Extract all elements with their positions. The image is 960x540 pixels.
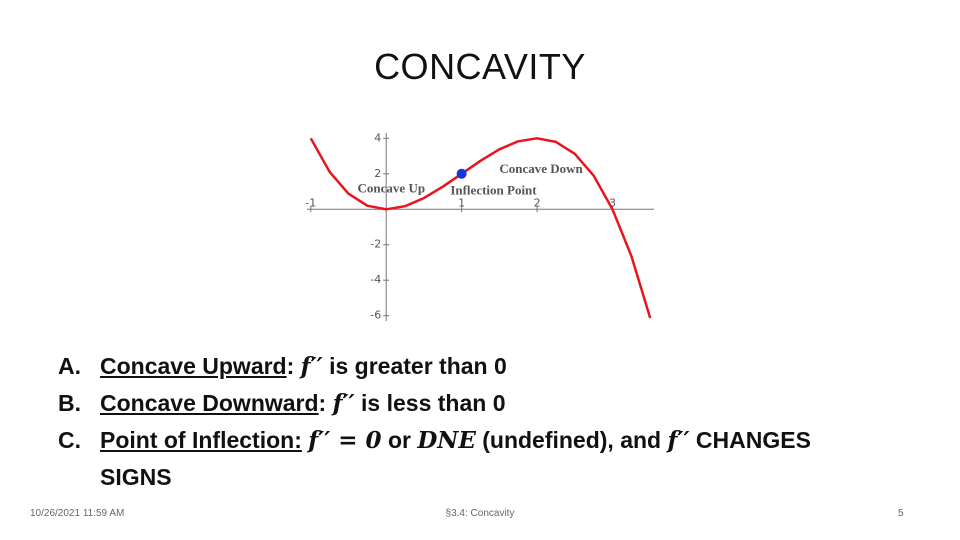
- text-run: is less than 0: [354, 390, 506, 416]
- annotation: Concave Up: [358, 181, 426, 196]
- curve: [309, 137, 652, 319]
- slide-title: CONCAVITY: [374, 46, 586, 87]
- text-run: or: [381, 427, 418, 453]
- x-tick-label: -1: [305, 196, 316, 209]
- footer-date: 10/26/2021 11:59 AM: [30, 508, 125, 519]
- footer-section: §3.4: Concavity: [445, 508, 515, 519]
- x-tick-label: 1: [458, 196, 465, 209]
- text-run: CHANGES SIGNS: [100, 427, 818, 490]
- y-tick-label: -6: [370, 309, 381, 322]
- y-tick-label: 4: [374, 131, 381, 144]
- inflection-marker: [456, 168, 467, 179]
- text-run: is greater than 0: [322, 353, 507, 379]
- x-tick-label: 2: [534, 196, 541, 209]
- y-tick-label: 2: [374, 167, 381, 180]
- math: f′′: [667, 427, 690, 454]
- math: f′′: [300, 353, 323, 380]
- text-run: Concave Upward: [100, 353, 287, 379]
- y-tick-label: -2: [370, 238, 381, 251]
- text-run: (undefined), and: [475, 427, 668, 453]
- text-run: Point of Inflection:: [100, 427, 302, 453]
- bullet-letter: A.: [58, 353, 81, 379]
- bullet-letter: B.: [58, 390, 81, 416]
- text-run: Concave Downward: [100, 390, 319, 416]
- bullet-item: C. Point of Inflection: f′′ = 0 or DNE (u…: [58, 422, 878, 495]
- math: DNE: [417, 427, 476, 454]
- bullet-letter: C.: [58, 427, 81, 453]
- math: f′′: [332, 390, 355, 417]
- text-run: :: [286, 353, 301, 379]
- page-number: 5: [898, 508, 904, 519]
- math: f′′ = 0: [308, 427, 382, 454]
- bullet-text: Concave Upward: f′′ is greater than 0: [100, 348, 507, 385]
- bullet-item: B. Concave Downward: f′′ is less than 0: [58, 385, 878, 422]
- chart: -1 1 2 3 4 2 -2 -4 -6 Concave Up Concave Down Infle…: [305, 131, 654, 322]
- y-tick-label: -4: [370, 273, 381, 286]
- text-run: :: [318, 390, 333, 416]
- bullet-item: A. Concave Upward: f′′ is greater than 0: [58, 348, 878, 385]
- annotation: Inflection Point: [450, 183, 537, 198]
- bullet-text: Concave Downward: f′′ is less than 0: [100, 385, 506, 422]
- x-tick-label: 3: [609, 196, 616, 209]
- bullet-text: Point of Inflection: f′′ = 0 or DNE (und…: [100, 422, 878, 495]
- annotation: Concave Down: [499, 161, 583, 176]
